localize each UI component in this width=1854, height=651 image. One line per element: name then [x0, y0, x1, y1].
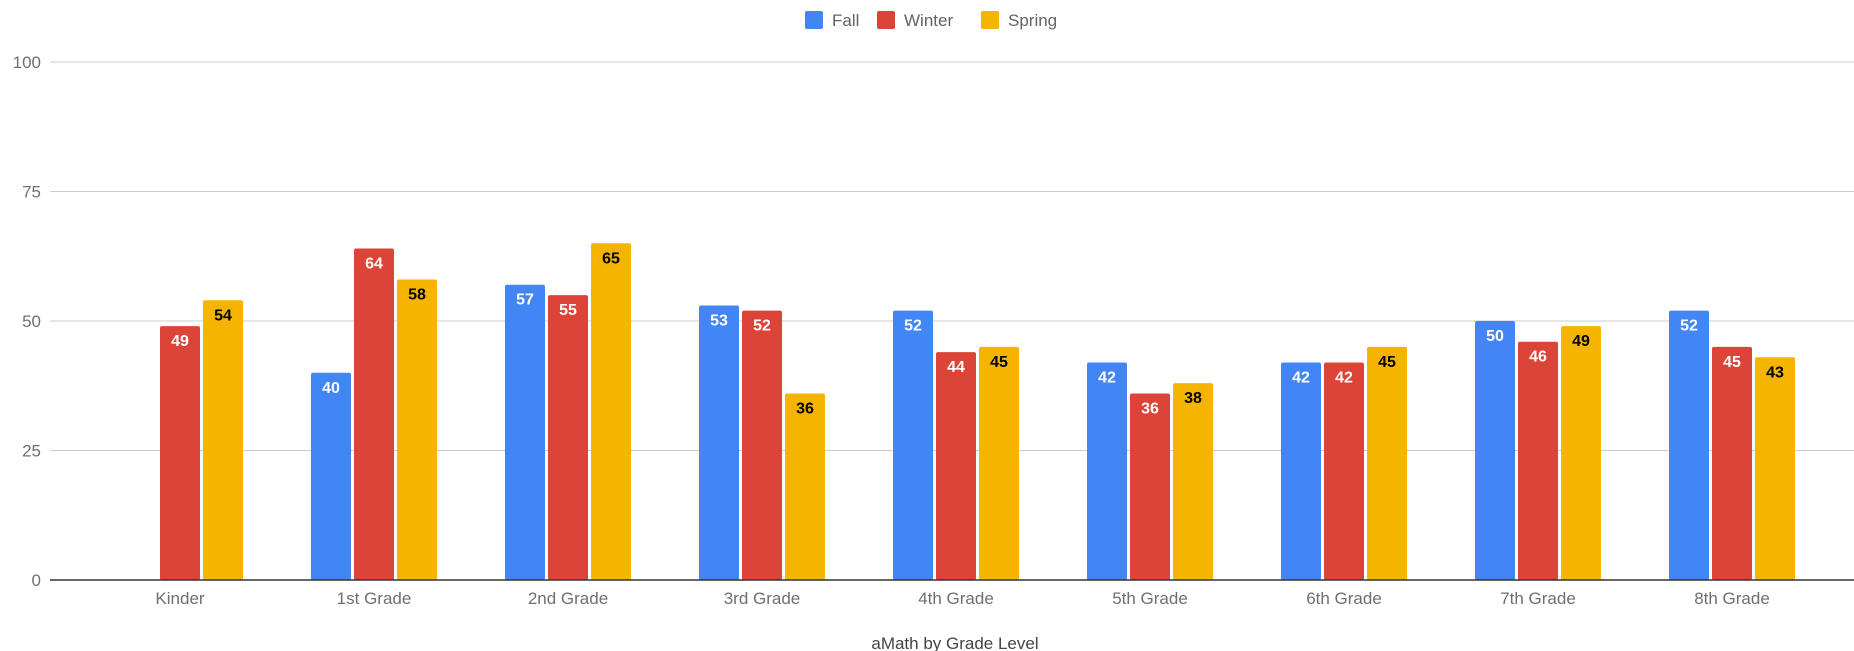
bar-value-label: 45: [990, 354, 1008, 371]
legend-label-winter: Winter: [904, 11, 953, 30]
bar-spring: [785, 393, 825, 580]
x-tick-label: 5th Grade: [1112, 589, 1188, 608]
x-tick-label: 1st Grade: [337, 589, 412, 608]
x-axis-tick-labels: Kinder 1st Grade 2nd Grade 3rd Grade 4th Gra…: [155, 589, 1769, 608]
bar-value-label: 36: [796, 401, 814, 418]
legend: Fall Winter Spring: [805, 11, 1057, 30]
legend-swatch-fall: [805, 11, 823, 29]
bar-spring: [591, 243, 631, 581]
x-axis-title: aMath by Grade Level: [871, 634, 1038, 651]
x-tick-label: 8th Grade: [1694, 589, 1770, 608]
bar-value-label: 44: [947, 359, 965, 376]
bar-winter: [936, 352, 976, 580]
bar-value-label: 58: [408, 287, 426, 304]
y-axis-tick-labels: 0 25 50 75 100: [13, 53, 41, 590]
bar-value-label: 49: [1572, 333, 1590, 350]
bar-fall: [1475, 321, 1515, 580]
bar-fall: [1281, 362, 1321, 580]
bar-fall: [893, 310, 933, 580]
bar-value-label: 64: [365, 255, 383, 272]
bar-winter: [354, 248, 394, 581]
bar-value-label: 45: [1723, 354, 1741, 371]
bar-fall: [699, 305, 739, 580]
bar-value-label: 55: [559, 302, 577, 319]
bar-value-label: 52: [753, 318, 771, 335]
bar-value-label: 46: [1529, 349, 1547, 366]
bar-value-label: 57: [516, 292, 534, 309]
bar-spring: [397, 279, 437, 580]
x-tick-label: 3rd Grade: [724, 589, 801, 608]
bar-fall: [505, 284, 545, 580]
bar-spring: [203, 300, 243, 580]
bar-spring: [1367, 346, 1407, 580]
y-tick-label: 25: [22, 442, 41, 461]
legend-swatch-winter: [877, 11, 895, 29]
bar-value-label: 52: [1680, 318, 1698, 335]
bar-winter: [742, 310, 782, 580]
bar-value-label: 54: [214, 307, 232, 324]
x-tick-label: 7th Grade: [1500, 589, 1576, 608]
y-tick-label: 50: [22, 312, 41, 331]
bar-winter: [160, 326, 200, 580]
bar-value-label: 53: [710, 312, 728, 329]
bar-value-label: 42: [1292, 369, 1310, 386]
bar-value-label: 45: [1378, 354, 1396, 371]
bar-value-label: 52: [904, 318, 922, 335]
y-tick-label: 0: [32, 571, 41, 590]
x-tick-label: 6th Grade: [1306, 589, 1382, 608]
x-tick-label: 4th Grade: [918, 589, 994, 608]
bar-value-label: 40: [322, 380, 340, 397]
bar-fall: [1087, 362, 1127, 580]
y-tick-label: 75: [22, 183, 41, 202]
bar-winter: [1518, 341, 1558, 580]
bar-spring: [979, 346, 1019, 580]
bar-value-label: 42: [1098, 369, 1116, 386]
legend-label-fall: Fall: [832, 11, 859, 30]
bar-value-labels: 49 54 40 64 58 57 55 65 53 52 36 52 44 45 42 36 38 42 42 45…: [171, 250, 1784, 417]
bar-winter: [1712, 346, 1752, 580]
x-tick-label: Kinder: [155, 589, 204, 608]
bar-winter: [1130, 393, 1170, 580]
bar-value-label: 65: [602, 250, 620, 267]
bars: [160, 243, 1795, 581]
legend-label-spring: Spring: [1008, 11, 1057, 30]
y-tick-label: 100: [13, 53, 41, 72]
legend-swatch-spring: [981, 11, 999, 29]
bar-winter: [1324, 362, 1364, 580]
bar-spring: [1561, 326, 1601, 580]
bar-spring: [1755, 357, 1795, 580]
bar-value-label: 42: [1335, 369, 1353, 386]
bar-value-label: 38: [1184, 390, 1202, 407]
bar-value-label: 43: [1766, 364, 1784, 381]
bar-winter: [548, 295, 588, 580]
bar-value-label: 49: [171, 333, 189, 350]
bar-spring: [1173, 383, 1213, 580]
bar-value-label: 50: [1486, 328, 1504, 345]
bar-fall: [1669, 310, 1709, 580]
x-tick-label: 2nd Grade: [528, 589, 608, 608]
bar-value-label: 36: [1141, 401, 1159, 418]
bar-fall: [311, 372, 351, 580]
